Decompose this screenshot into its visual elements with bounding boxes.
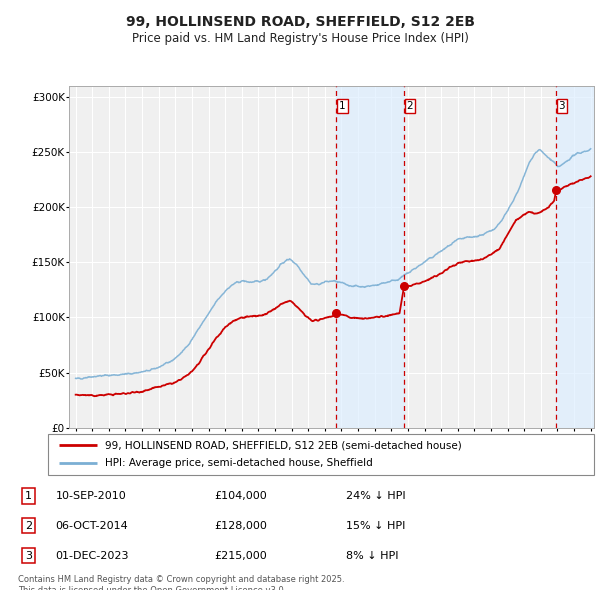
Text: 1: 1 <box>339 101 346 111</box>
Bar <box>337 86 404 428</box>
Text: 01-DEC-2023: 01-DEC-2023 <box>55 550 129 560</box>
Text: 1: 1 <box>25 491 32 501</box>
Text: 99, HOLLINSEND ROAD, SHEFFIELD, S12 2EB (semi-detached house): 99, HOLLINSEND ROAD, SHEFFIELD, S12 2EB … <box>106 440 462 450</box>
Text: 24% ↓ HPI: 24% ↓ HPI <box>346 491 406 501</box>
Text: Contains HM Land Registry data © Crown copyright and database right 2025.
This d: Contains HM Land Registry data © Crown c… <box>18 575 344 590</box>
Text: 3: 3 <box>559 101 565 111</box>
Text: 2: 2 <box>25 521 32 530</box>
Text: 15% ↓ HPI: 15% ↓ HPI <box>346 521 406 530</box>
Text: 06-OCT-2014: 06-OCT-2014 <box>55 521 128 530</box>
Text: 8% ↓ HPI: 8% ↓ HPI <box>346 550 399 560</box>
Bar <box>556 86 594 428</box>
Text: 99, HOLLINSEND ROAD, SHEFFIELD, S12 2EB: 99, HOLLINSEND ROAD, SHEFFIELD, S12 2EB <box>125 15 475 29</box>
Text: 2: 2 <box>407 101 413 111</box>
Text: HPI: Average price, semi-detached house, Sheffield: HPI: Average price, semi-detached house,… <box>106 458 373 468</box>
Text: 3: 3 <box>25 550 32 560</box>
Text: £104,000: £104,000 <box>214 491 266 501</box>
Text: £128,000: £128,000 <box>214 521 267 530</box>
Text: Price paid vs. HM Land Registry's House Price Index (HPI): Price paid vs. HM Land Registry's House … <box>131 32 469 45</box>
Bar <box>556 86 594 428</box>
Text: 10-SEP-2010: 10-SEP-2010 <box>55 491 126 501</box>
Text: £215,000: £215,000 <box>214 550 266 560</box>
